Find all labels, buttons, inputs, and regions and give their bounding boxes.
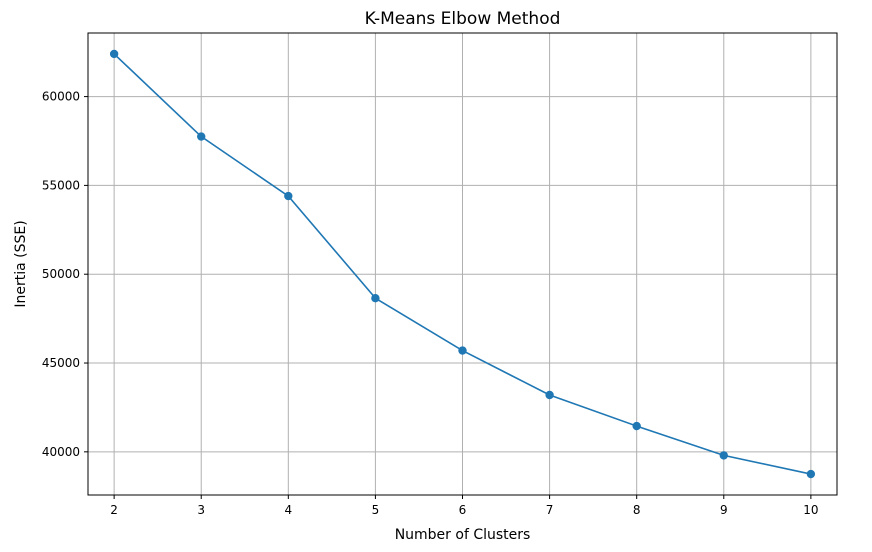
data-point <box>197 132 206 141</box>
data-point <box>109 49 119 59</box>
data-point <box>632 421 641 431</box>
data-point <box>545 390 554 400</box>
x-tick-label: 2 <box>110 503 118 517</box>
x-tick-label: 6 <box>459 503 467 517</box>
x-tick-label: 9 <box>720 503 728 517</box>
axis-ticks: 2 3 4 5 6 7 8 9 10 40000 45000 50000 55000 60000 <box>42 90 819 517</box>
data-point <box>284 191 293 201</box>
y-tick-label: 40000 <box>42 445 80 459</box>
x-tick-label: 8 <box>633 503 641 517</box>
series-layer <box>109 49 816 479</box>
y-tick-label: 45000 <box>42 356 80 370</box>
y-tick-label: 60000 <box>42 90 80 104</box>
x-tick-label: 3 <box>197 503 205 517</box>
x-tick-label: 5 <box>372 503 380 517</box>
data-point <box>371 293 380 303</box>
data-point <box>458 346 467 355</box>
y-tick-label: 50000 <box>42 267 80 281</box>
grid-lines <box>88 33 837 495</box>
x-axis-label: Number of Clusters <box>395 527 531 543</box>
x-tick-label: 7 <box>546 503 554 517</box>
data-point <box>719 451 728 460</box>
y-tick-label: 55000 <box>42 178 80 192</box>
y-axis-label: Inertia (SSE) <box>13 220 29 307</box>
x-tick-label: 4 <box>284 503 292 517</box>
chart-title: K-Means Elbow Method <box>365 9 561 29</box>
x-tick-label: 10 <box>803 503 818 517</box>
data-point <box>806 469 816 479</box>
